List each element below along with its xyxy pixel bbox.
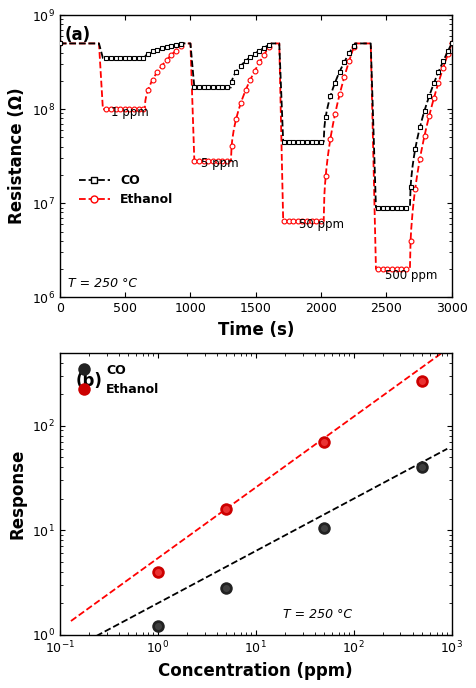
Ethanol xyxy=(321,438,327,446)
CO xyxy=(96,39,102,47)
Line: Ethanol: Ethanol xyxy=(151,374,428,578)
Legend: CO, Ethanol: CO, Ethanol xyxy=(74,169,178,211)
CO xyxy=(223,584,229,592)
CO xyxy=(449,39,455,47)
Ethanol xyxy=(387,265,392,273)
X-axis label: Concentration (ppm): Concentration (ppm) xyxy=(159,662,353,680)
Ethanol xyxy=(96,39,102,47)
Line: CO: CO xyxy=(151,461,428,633)
X-axis label: Time (s): Time (s) xyxy=(218,321,294,338)
Ethanol xyxy=(145,88,150,96)
Y-axis label: Response: Response xyxy=(9,449,26,539)
Ethanol xyxy=(373,265,379,273)
Ethanol xyxy=(162,58,168,67)
Ethanol xyxy=(155,568,160,576)
CO xyxy=(321,524,327,532)
CO xyxy=(419,463,425,471)
Text: 50 ppm: 50 ppm xyxy=(299,217,344,230)
Text: 1 ppm: 1 ppm xyxy=(111,106,149,119)
Text: T = 250 °C: T = 250 °C xyxy=(68,277,137,290)
Ethanol xyxy=(57,39,63,47)
CO xyxy=(227,83,232,92)
Text: 500 ppm: 500 ppm xyxy=(385,269,437,282)
Ethanol xyxy=(449,39,455,47)
Y-axis label: Resistance (Ω): Resistance (Ω) xyxy=(9,88,26,224)
CO xyxy=(155,622,160,630)
CO xyxy=(114,54,119,62)
Text: T = 250 °C: T = 250 °C xyxy=(283,608,352,621)
Ethanol xyxy=(223,505,229,513)
CO xyxy=(373,204,379,212)
CO xyxy=(387,204,392,212)
CO xyxy=(295,138,301,146)
Ethanol xyxy=(227,157,232,165)
Ethanol xyxy=(114,105,119,114)
Text: (b): (b) xyxy=(76,372,102,390)
Ethanol xyxy=(419,376,425,385)
Line: CO: CO xyxy=(57,41,454,210)
CO xyxy=(57,39,63,47)
CO xyxy=(145,50,150,58)
CO xyxy=(162,43,168,52)
Ethanol xyxy=(295,217,301,225)
Text: (a): (a) xyxy=(65,25,91,43)
Line: Ethanol: Ethanol xyxy=(57,41,454,271)
Legend: CO, Ethanol: CO, Ethanol xyxy=(66,359,164,401)
Text: 5 ppm: 5 ppm xyxy=(201,158,238,171)
